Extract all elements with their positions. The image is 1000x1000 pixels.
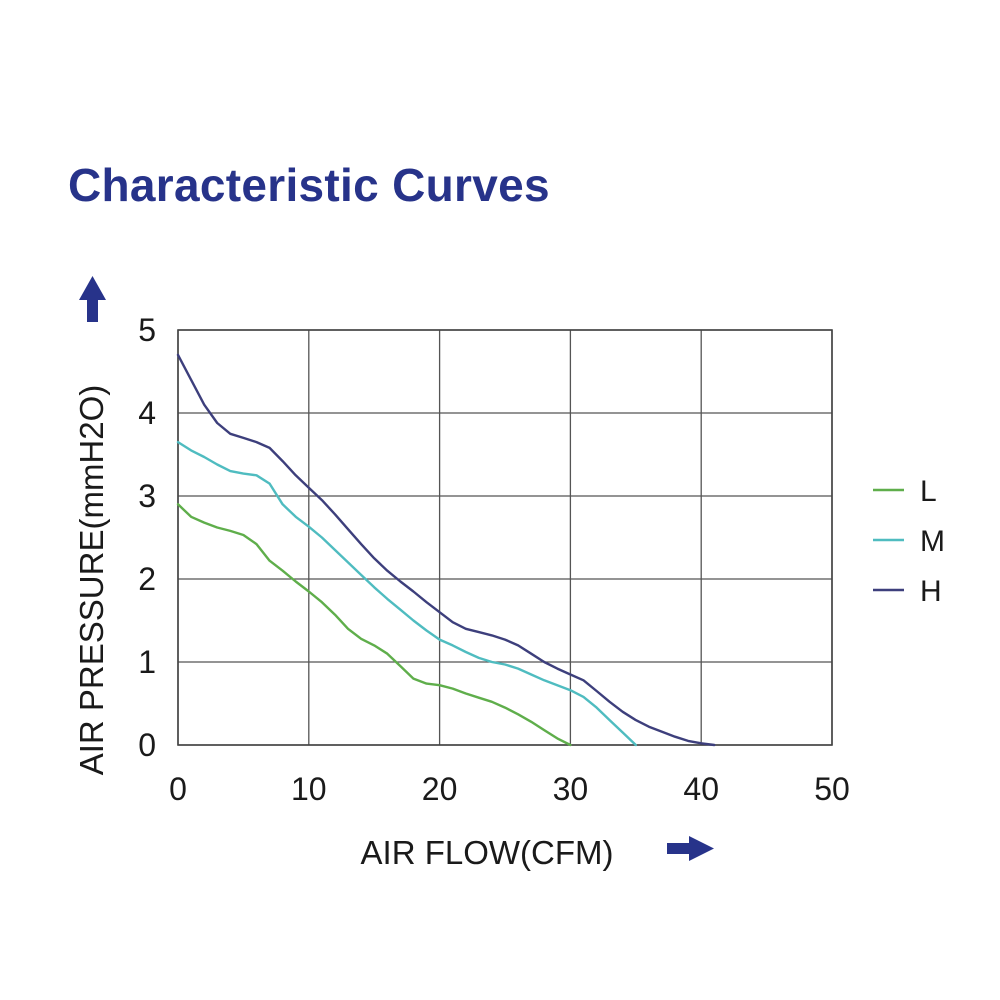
series-line-H: [176, 353, 716, 747]
x-tick-label-5: 50: [814, 771, 850, 807]
x-tick-label-4: 40: [683, 771, 719, 807]
x-tick-label-1: 10: [291, 771, 327, 807]
legend: LMH: [873, 475, 945, 608]
y-tick-label-2: 2: [138, 561, 156, 597]
y-axis-label: AIR PRESSURE(mmH2O): [73, 385, 110, 776]
x-axis-label: AIR FLOW(CFM): [361, 834, 614, 871]
x-tick-label-0: 0: [169, 771, 187, 807]
chart-title: Characteristic Curves: [68, 159, 550, 211]
x-tick-label-2: 20: [422, 771, 458, 807]
y-tick-label-0: 0: [138, 727, 156, 763]
x-axis-arrow-icon: [667, 836, 714, 861]
y-tick-label-3: 3: [138, 478, 156, 514]
y-axis-arrow-icon: [79, 276, 106, 322]
series-line-M: [176, 440, 637, 747]
series-line-L: [176, 503, 572, 747]
y-tick-label-4: 4: [138, 395, 156, 431]
series-layer: [176, 353, 716, 747]
grid: [177, 329, 833, 746]
y-tick-label-1: 1: [138, 644, 156, 680]
y-tick-labels: 0 1 2 3 4 5: [138, 312, 156, 763]
plot-frame: [177, 329, 833, 746]
legend-label-M: M: [920, 525, 945, 558]
x-tick-labels: 0 10 20 30 40 50: [169, 771, 850, 807]
legend-label-L: L: [920, 475, 937, 508]
y-tick-label-5: 5: [138, 312, 156, 348]
x-tick-label-3: 30: [553, 771, 589, 807]
legend-label-H: H: [920, 575, 942, 608]
